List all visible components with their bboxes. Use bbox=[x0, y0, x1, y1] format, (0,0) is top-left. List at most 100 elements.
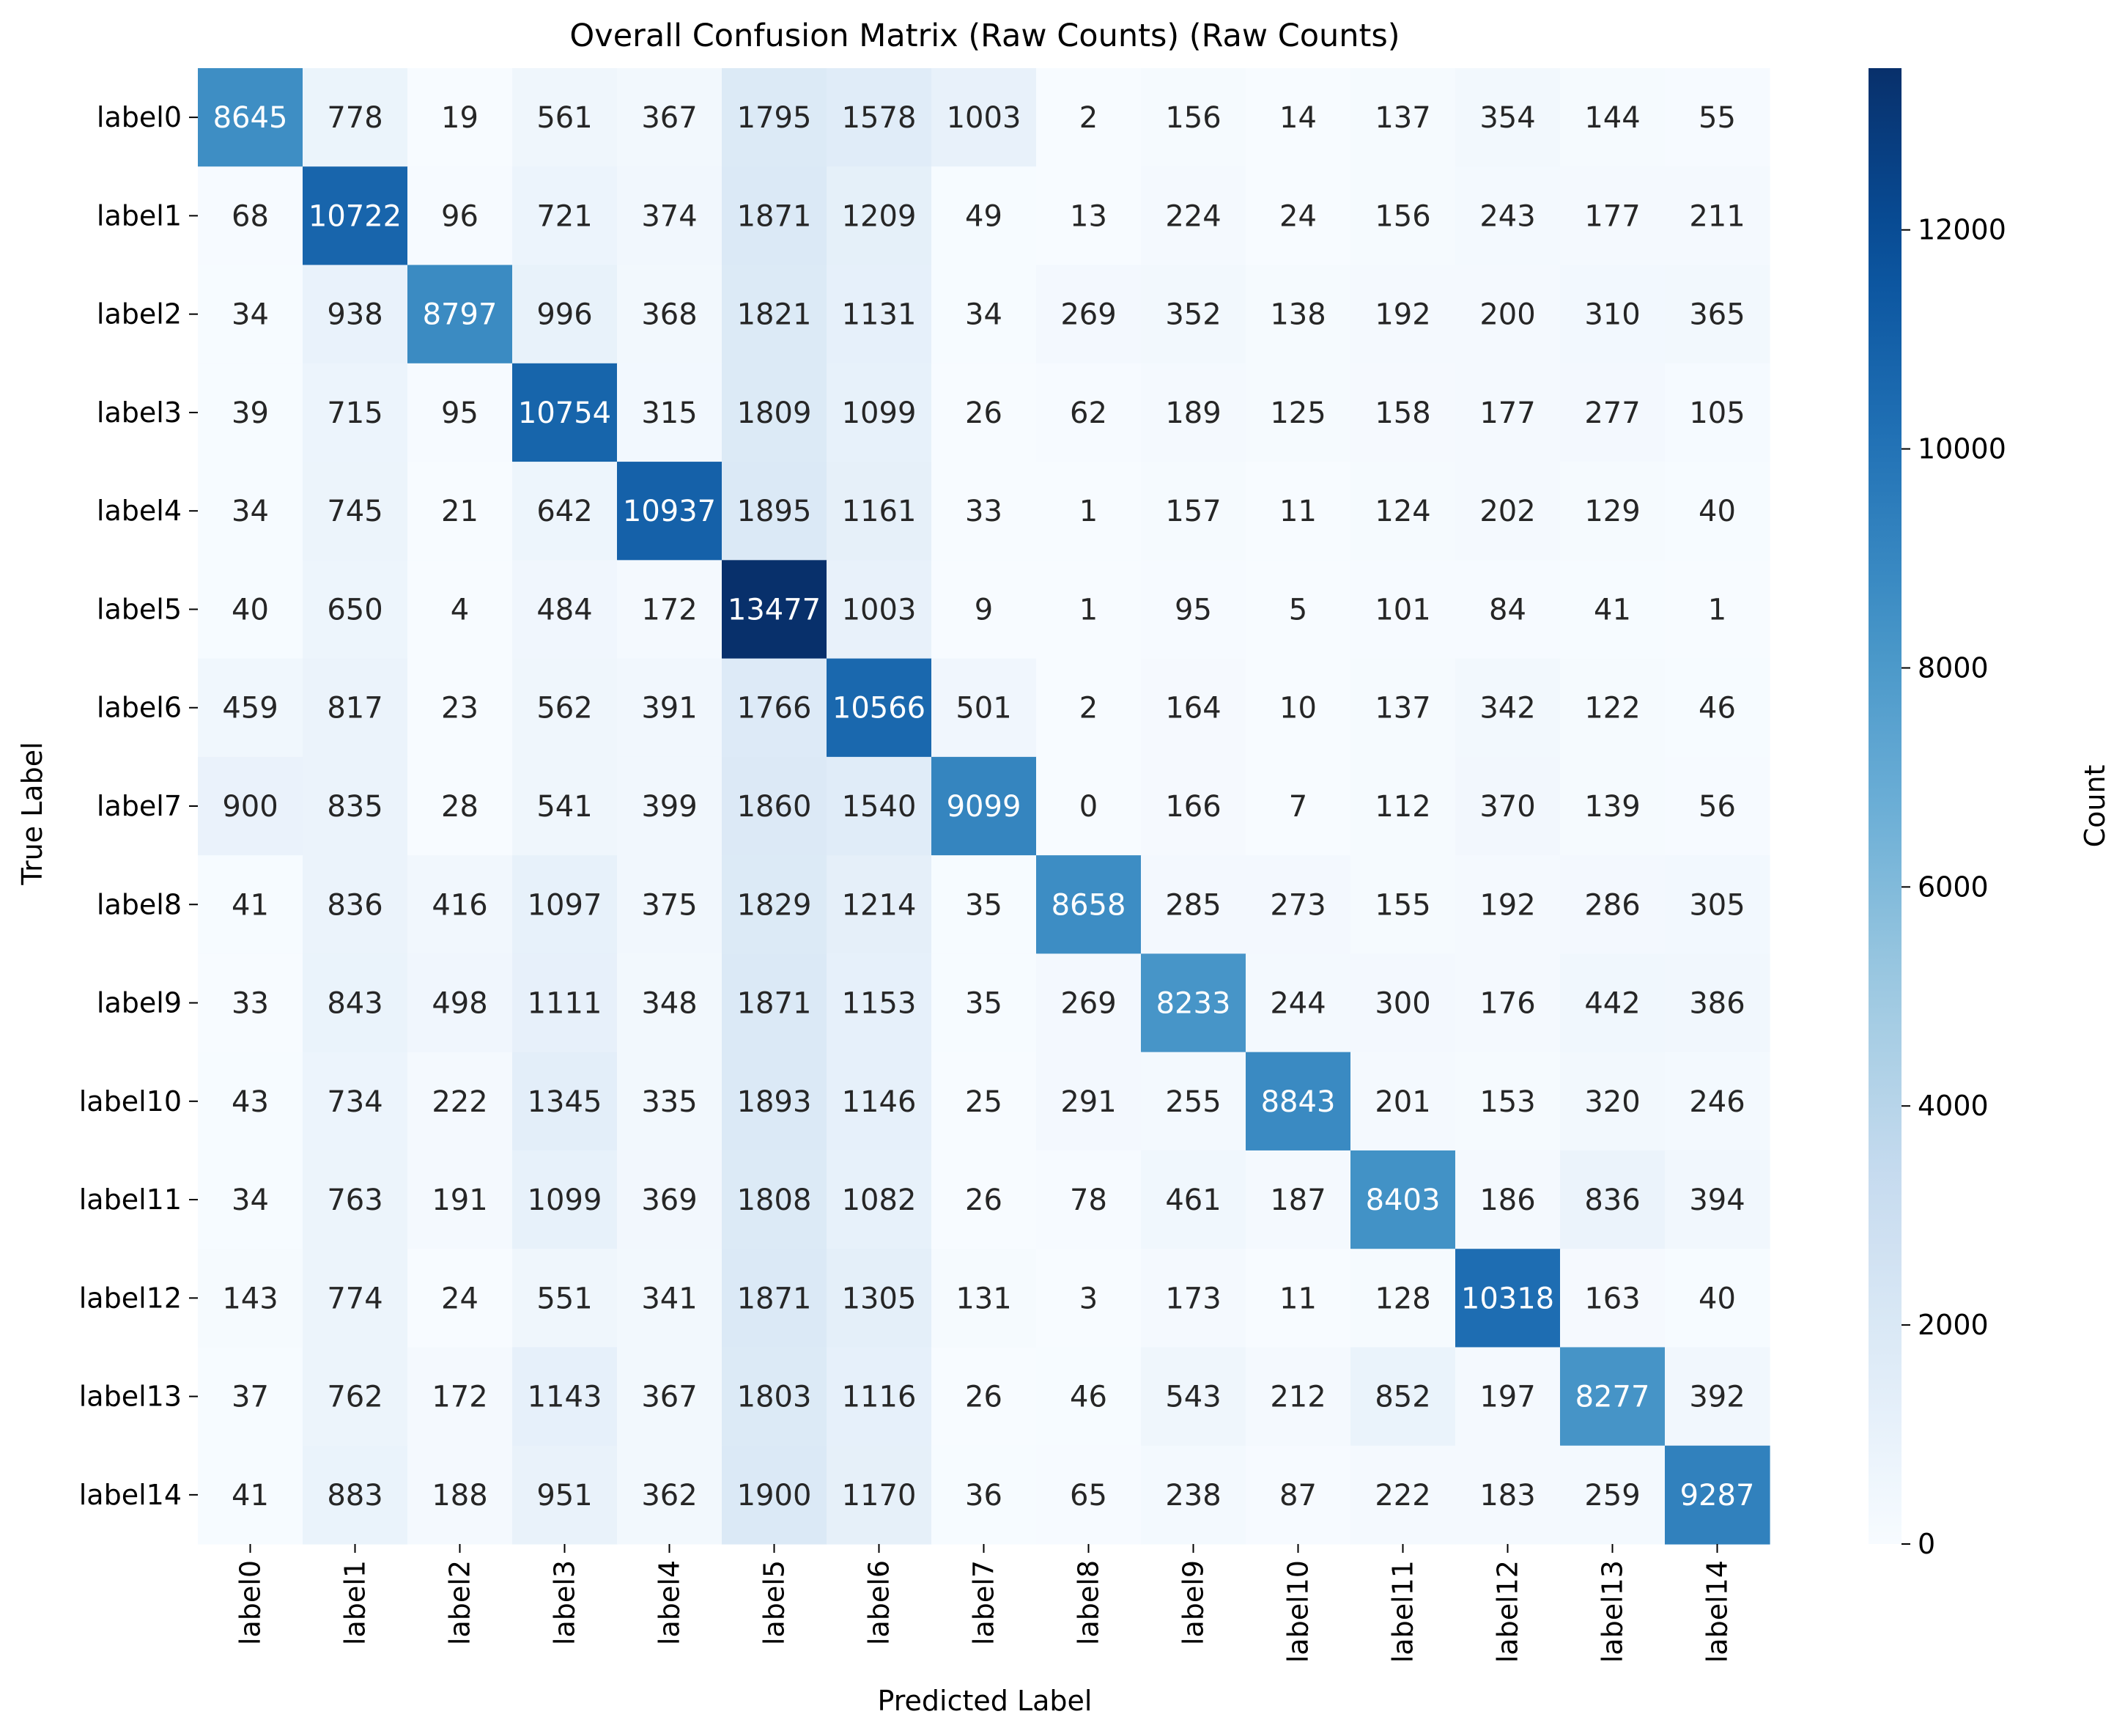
cell-value-label: 362 bbox=[641, 1479, 697, 1512]
cell-value-label: 1829 bbox=[737, 888, 812, 922]
cell-value-label: 34 bbox=[232, 1183, 269, 1217]
cell-value-label: 1082 bbox=[842, 1183, 917, 1217]
cell-value-label: 562 bbox=[536, 692, 592, 725]
cell-value-label: 1143 bbox=[528, 1381, 602, 1414]
heatmap-cell bbox=[198, 68, 303, 167]
y-tick-label: label13 bbox=[79, 1381, 182, 1413]
heatmap-cell bbox=[1246, 953, 1351, 1053]
heatmap-cell bbox=[1560, 658, 1666, 758]
heatmap-cell bbox=[407, 855, 513, 954]
cell-value-label: 2 bbox=[1079, 101, 1098, 135]
heatmap-cell bbox=[1350, 1150, 1456, 1249]
heatmap-cell bbox=[1665, 658, 1770, 758]
heatmap-cell bbox=[1246, 68, 1351, 167]
cell-value-label: 8277 bbox=[1575, 1381, 1650, 1414]
cell-value-label: 1809 bbox=[737, 396, 812, 430]
colorbar-label: Count bbox=[2079, 765, 2111, 848]
heatmap-cell bbox=[1350, 1249, 1456, 1348]
heatmap-cell bbox=[1246, 166, 1351, 266]
heatmap-cell bbox=[303, 855, 408, 954]
heatmap-cell bbox=[407, 462, 513, 561]
heatmap-cell bbox=[512, 166, 618, 266]
cell-value-label: 442 bbox=[1584, 987, 1640, 1021]
heatmap-cell bbox=[617, 68, 722, 167]
cell-value-label: 996 bbox=[536, 298, 592, 332]
cell-value-label: 459 bbox=[222, 692, 278, 725]
heatmap-cell bbox=[1036, 1150, 1142, 1249]
heatmap-cell bbox=[1036, 560, 1142, 660]
cell-value-label: 762 bbox=[327, 1381, 382, 1414]
heatmap-cell bbox=[1455, 756, 1561, 856]
heatmap-cell bbox=[1036, 658, 1142, 758]
cell-value-label: 41 bbox=[1594, 593, 1631, 627]
x-tick-label: label14 bbox=[1701, 1560, 1734, 1663]
cell-value-label: 461 bbox=[1165, 1183, 1221, 1217]
cell-value-label: 852 bbox=[1375, 1381, 1430, 1414]
cell-value-label: 96 bbox=[441, 199, 478, 233]
heatmap-cell bbox=[407, 1150, 513, 1249]
heatmap-cell bbox=[931, 1249, 1037, 1348]
cell-value-label: 368 bbox=[641, 298, 697, 332]
cell-value-label: 1821 bbox=[737, 298, 812, 332]
heatmap-cell bbox=[1350, 1445, 1456, 1545]
cell-value-label: 34 bbox=[232, 495, 269, 528]
heatmap-cell bbox=[303, 363, 408, 462]
y-tick-label: label8 bbox=[97, 888, 182, 920]
cell-value-label: 33 bbox=[965, 495, 1002, 528]
cell-value-label: 1 bbox=[1079, 495, 1098, 528]
cell-value-label: 101 bbox=[1375, 593, 1430, 627]
cell-value-label: 1893 bbox=[737, 1085, 812, 1119]
cell-value-label: 745 bbox=[327, 495, 382, 528]
heatmap-cell bbox=[827, 265, 932, 364]
cell-value-label: 774 bbox=[327, 1282, 382, 1315]
x-axis-ticks: label0 label1 label2 label3 label4 label5 labe… bbox=[234, 1544, 1734, 1663]
heatmap-cell bbox=[1141, 1347, 1246, 1447]
cell-value-label: 1099 bbox=[528, 1183, 602, 1217]
cell-value-label: 163 bbox=[1584, 1282, 1640, 1315]
cell-value-label: 40 bbox=[1699, 1282, 1736, 1315]
cell-value-label: 285 bbox=[1165, 888, 1221, 922]
heatmap-cell bbox=[407, 560, 513, 660]
heatmap-cell bbox=[827, 560, 932, 660]
cell-value-label: 177 bbox=[1584, 199, 1640, 233]
x-tick-label: label4 bbox=[654, 1560, 686, 1645]
heatmap-cell bbox=[198, 1150, 303, 1249]
heatmap-cell bbox=[407, 166, 513, 266]
cell-value-label: 10722 bbox=[308, 199, 402, 233]
heatmap-cell bbox=[198, 265, 303, 364]
cell-value-label: 365 bbox=[1689, 298, 1745, 332]
heatmap-cell bbox=[1455, 855, 1561, 954]
cell-value-label: 186 bbox=[1479, 1183, 1535, 1217]
heatmap-cell bbox=[1246, 1347, 1351, 1447]
cell-value-label: 8658 bbox=[1052, 888, 1126, 922]
heatmap-cell bbox=[1455, 1445, 1561, 1545]
cell-value-label: 238 bbox=[1165, 1479, 1221, 1512]
heatmap-cell bbox=[1246, 1249, 1351, 1348]
cell-value-label: 139 bbox=[1584, 790, 1640, 824]
heatmap-cell bbox=[1665, 855, 1770, 954]
heatmap-cell bbox=[931, 68, 1037, 167]
cell-value-label: 143 bbox=[222, 1282, 278, 1315]
cell-value-label: 246 bbox=[1689, 1085, 1745, 1119]
cell-value-label: 8797 bbox=[423, 298, 498, 332]
cell-value-label: 10754 bbox=[518, 396, 611, 430]
cell-value-label: 1099 bbox=[842, 396, 917, 430]
heatmap-cell bbox=[407, 1445, 513, 1545]
cell-value-label: 1 bbox=[1079, 593, 1098, 627]
heatmap-cell bbox=[1560, 756, 1666, 856]
cell-value-label: 211 bbox=[1689, 199, 1745, 233]
cell-value-label: 62 bbox=[1070, 396, 1107, 430]
cell-value-label: 244 bbox=[1270, 987, 1326, 1021]
cell-value-label: 10318 bbox=[1461, 1282, 1554, 1315]
cell-value-label: 78 bbox=[1070, 1183, 1107, 1217]
cell-value-label: 286 bbox=[1584, 888, 1640, 922]
cell-value-label: 10566 bbox=[832, 692, 925, 725]
heatmap-cell bbox=[407, 265, 513, 364]
heatmap-cell bbox=[617, 658, 722, 758]
heatmap-cell bbox=[1036, 363, 1142, 462]
heatmap-cell bbox=[827, 1445, 932, 1545]
cell-value-label: 835 bbox=[327, 790, 382, 824]
x-tick-label: label7 bbox=[968, 1560, 1000, 1645]
heatmap-cell bbox=[722, 1249, 827, 1348]
heatmap-cell bbox=[1455, 68, 1561, 167]
